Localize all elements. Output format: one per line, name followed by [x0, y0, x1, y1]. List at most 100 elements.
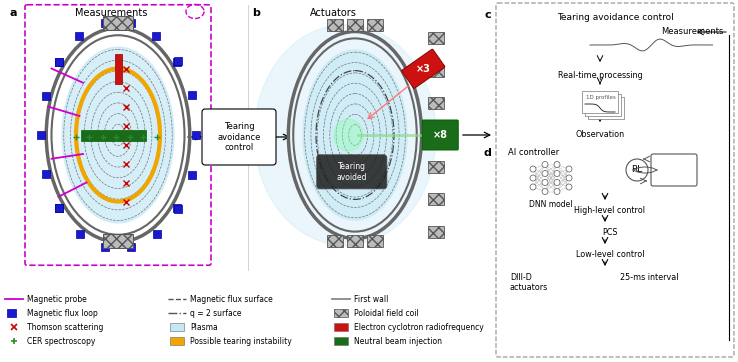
- Text: DNN model: DNN model: [529, 200, 573, 209]
- Text: Actuators: Actuators: [310, 8, 357, 18]
- FancyBboxPatch shape: [651, 154, 697, 186]
- Text: ×8: ×8: [432, 130, 448, 140]
- Bar: [428, 97, 444, 109]
- Bar: [153, 230, 160, 238]
- Text: Electron cyclotron radiofrequency: Electron cyclotron radiofrequency: [354, 323, 483, 332]
- Text: CER spectroscopy: CER spectroscopy: [27, 337, 95, 345]
- Bar: [103, 16, 133, 30]
- Text: ×3: ×3: [415, 64, 431, 74]
- Bar: [174, 206, 182, 214]
- Ellipse shape: [334, 119, 363, 151]
- Text: Low-level control: Low-level control: [576, 250, 644, 259]
- Circle shape: [542, 180, 548, 185]
- Circle shape: [542, 171, 548, 177]
- Text: Neutral beam injection: Neutral beam injection: [354, 337, 442, 345]
- Bar: [80, 130, 145, 140]
- Bar: [100, 19, 108, 27]
- Text: Observation: Observation: [576, 130, 624, 139]
- Bar: [100, 243, 108, 251]
- Text: Dynamic
model: Dynamic model: [657, 160, 691, 180]
- Bar: [367, 18, 383, 31]
- Text: RL: RL: [632, 165, 643, 174]
- Ellipse shape: [303, 50, 407, 220]
- Bar: [327, 235, 343, 247]
- Text: Poloidal field coil: Poloidal field coil: [354, 308, 418, 317]
- Bar: [170, 337, 184, 345]
- Bar: [428, 129, 444, 141]
- Bar: [41, 170, 49, 178]
- Text: Measurements: Measurements: [75, 8, 148, 18]
- Bar: [41, 92, 49, 100]
- Text: First wall: First wall: [354, 295, 388, 303]
- Bar: [334, 323, 348, 331]
- Bar: [347, 18, 363, 31]
- Text: Plasma: Plasma: [190, 323, 218, 332]
- Bar: [428, 226, 444, 237]
- Bar: [428, 193, 444, 205]
- Bar: [428, 161, 444, 173]
- Text: DIII-D
actuators: DIII-D actuators: [510, 273, 548, 292]
- Text: Tearing avoidance control: Tearing avoidance control: [556, 13, 673, 22]
- Circle shape: [566, 175, 572, 181]
- Bar: [428, 33, 444, 45]
- Text: Measurements: Measurements: [662, 27, 724, 36]
- Circle shape: [530, 175, 536, 181]
- Text: Real-time processing: Real-time processing: [558, 71, 642, 80]
- Circle shape: [542, 189, 548, 194]
- Ellipse shape: [62, 47, 174, 223]
- Bar: [128, 19, 135, 27]
- Bar: [367, 235, 383, 247]
- Text: 25-ms interval: 25-ms interval: [620, 273, 678, 282]
- Circle shape: [554, 180, 560, 185]
- Bar: [75, 32, 83, 40]
- FancyBboxPatch shape: [422, 120, 458, 150]
- Bar: [55, 58, 63, 66]
- Bar: [334, 337, 348, 345]
- Bar: [55, 204, 63, 212]
- Bar: [428, 64, 444, 77]
- Text: 1D profiles: 1D profiles: [586, 95, 615, 100]
- Bar: [7, 309, 16, 317]
- Text: Thomson scattering: Thomson scattering: [27, 323, 103, 332]
- Bar: [327, 18, 343, 31]
- Circle shape: [542, 161, 548, 168]
- Circle shape: [554, 189, 560, 194]
- FancyBboxPatch shape: [317, 155, 387, 189]
- Text: Tearing
avoidance
control: Tearing avoidance control: [217, 122, 261, 152]
- FancyBboxPatch shape: [202, 109, 276, 165]
- Bar: [173, 58, 181, 66]
- FancyBboxPatch shape: [585, 94, 621, 116]
- Text: Magnetic probe: Magnetic probe: [27, 295, 87, 303]
- Text: PCS: PCS: [602, 228, 618, 237]
- Circle shape: [566, 184, 572, 190]
- Bar: [174, 56, 182, 64]
- Text: AI controller: AI controller: [508, 148, 559, 157]
- FancyBboxPatch shape: [401, 49, 445, 88]
- Circle shape: [554, 171, 560, 177]
- FancyBboxPatch shape: [582, 91, 618, 113]
- Text: b: b: [252, 8, 260, 18]
- Bar: [75, 230, 83, 238]
- Text: Magnetic flux loop: Magnetic flux loop: [27, 308, 97, 317]
- Bar: [37, 131, 45, 139]
- Text: c: c: [484, 10, 491, 20]
- Circle shape: [530, 184, 536, 190]
- Ellipse shape: [255, 25, 436, 245]
- Text: d: d: [483, 148, 491, 158]
- Circle shape: [530, 166, 536, 172]
- Bar: [173, 204, 181, 212]
- Bar: [170, 323, 184, 331]
- Text: Possible tearing instability: Possible tearing instability: [190, 337, 292, 345]
- Bar: [334, 309, 348, 317]
- Bar: [55, 58, 63, 66]
- FancyBboxPatch shape: [588, 97, 624, 119]
- Bar: [55, 204, 63, 212]
- Bar: [153, 32, 160, 40]
- Circle shape: [566, 166, 572, 172]
- Bar: [114, 54, 122, 84]
- Bar: [347, 235, 363, 247]
- Text: Tearing
avoided: Tearing avoided: [337, 162, 367, 181]
- Bar: [187, 171, 196, 178]
- Circle shape: [554, 161, 560, 168]
- Text: Magnetic flux surface: Magnetic flux surface: [190, 295, 273, 303]
